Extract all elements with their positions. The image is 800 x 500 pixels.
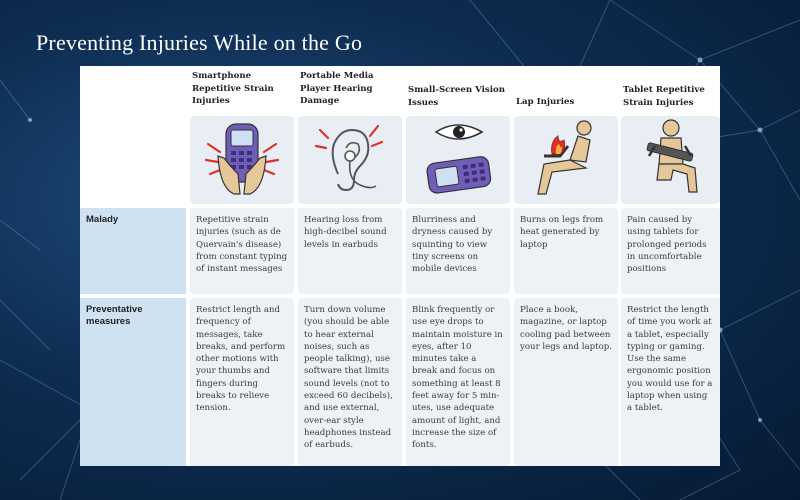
smartphone-strain-icon [190, 116, 294, 204]
page-title: Preventing Injuries While on the Go [36, 30, 363, 55]
laptop-lap-icon [514, 116, 618, 204]
row-label-malady: Malady [80, 208, 186, 294]
prevent-lap: Place a book, magazine, or laptop coolin… [514, 298, 618, 466]
column-header-smartphone: Smartphone Repetitive Strain Injuries [192, 71, 274, 106]
prevent-smartphone: Restrict length and frequency of message… [190, 298, 294, 466]
malady-smartphone: Repetitive strain injuries (such as de Q… [190, 208, 294, 294]
malady-media-player: Hearing loss from high-decibel sound lev… [298, 208, 402, 294]
column-header-media-player: Portable Media Player Hearing Damage [300, 71, 374, 106]
malady-lap: Burns on legs from heat generated by lap… [514, 208, 618, 294]
malady-tablet: Pain caused by using tablets for prolong… [621, 208, 720, 294]
column-header-vision: Small-Screen Vision Issues [408, 85, 505, 108]
prevent-vision: Blink frequently or use eye drops to mai… [406, 298, 510, 466]
tablet-strain-icon [621, 116, 720, 204]
prevent-tablet: Restrict the length of time you work at … [621, 298, 720, 466]
eye-vision-icon [406, 116, 510, 204]
ear-hearing-icon [298, 116, 402, 204]
injury-table: Smartphone Repetitive Strain Injuries Po… [80, 66, 720, 466]
prevent-media-player: Turn down volume (you should be able to … [298, 298, 402, 466]
malady-vision: Blurriness and dryness caused by squinti… [406, 208, 510, 294]
column-header-lap: Lap Injuries [516, 97, 575, 107]
column-header-tablet: Tablet Repetitive Strain Injuries [623, 85, 705, 108]
row-label-preventative-measures: Preventative measures [80, 298, 186, 466]
